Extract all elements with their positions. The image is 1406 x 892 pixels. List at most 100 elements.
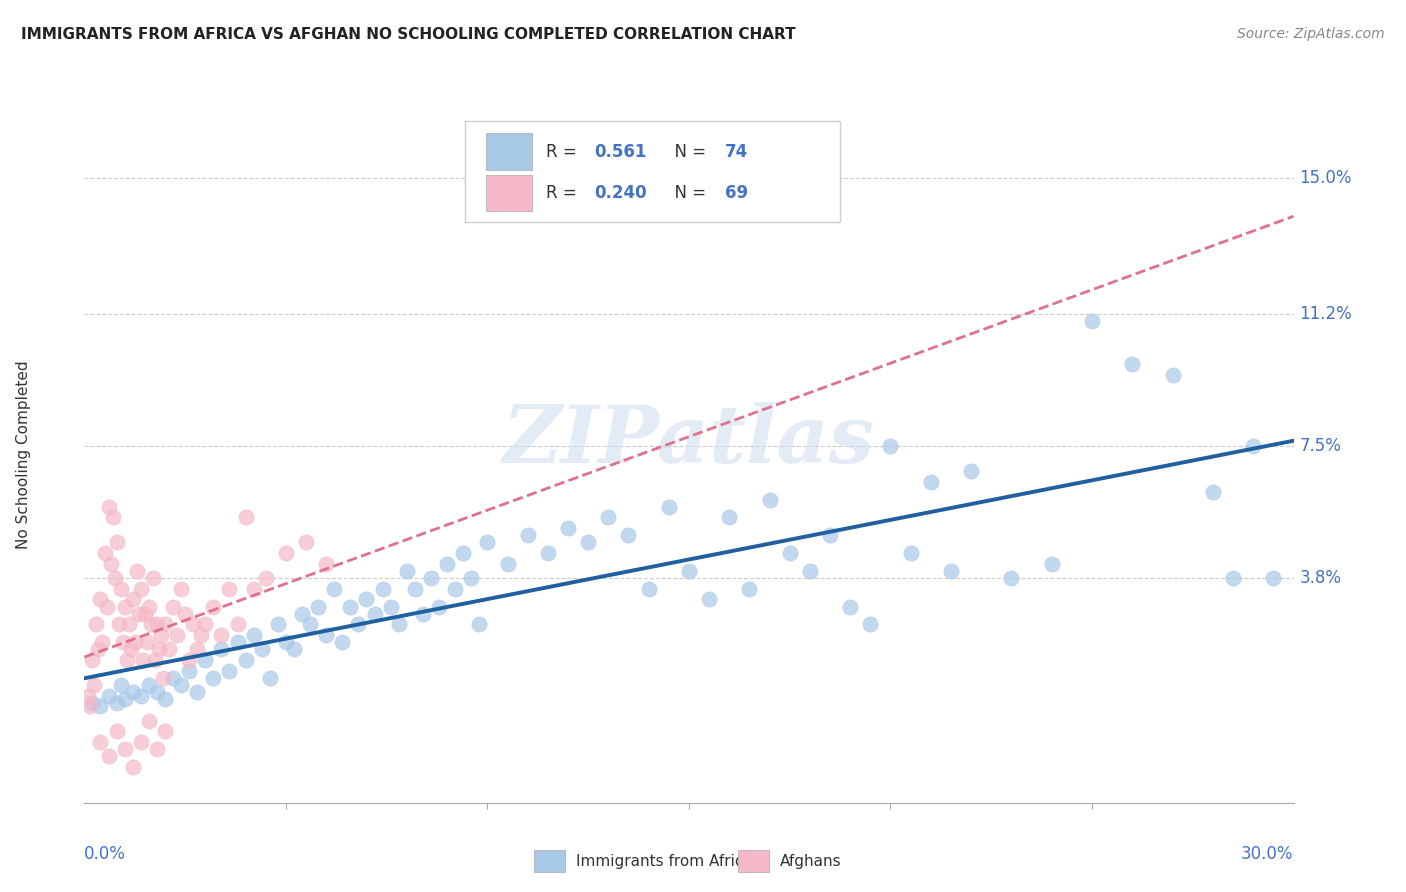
- Point: [91, 635, 114, 649]
- Point: [697, 592, 720, 607]
- Point: [121, 685, 143, 699]
- Point: [818, 528, 841, 542]
- Point: [153, 692, 176, 706]
- Text: Source: ZipAtlas.com: Source: ZipAtlas.com: [1237, 27, 1385, 41]
- Text: R =: R =: [547, 185, 582, 202]
- Point: [779, 546, 801, 560]
- Point: [110, 678, 132, 692]
- Point: [283, 642, 305, 657]
- Point: [516, 528, 538, 542]
- Point: [139, 617, 162, 632]
- Point: [166, 628, 188, 642]
- Point: [1000, 571, 1022, 585]
- Point: [111, 635, 134, 649]
- Point: [388, 617, 411, 632]
- Point: [380, 599, 402, 614]
- Point: [82, 653, 104, 667]
- Text: 15.0%: 15.0%: [1299, 169, 1353, 187]
- Point: [146, 617, 169, 632]
- Point: [839, 599, 862, 614]
- Point: [939, 564, 962, 578]
- Point: [1040, 557, 1063, 571]
- Point: [1202, 485, 1225, 500]
- Point: [186, 642, 208, 657]
- Text: 0.0%: 0.0%: [84, 845, 127, 863]
- Point: [128, 607, 150, 621]
- Point: [87, 642, 110, 657]
- Point: [557, 521, 579, 535]
- Point: [209, 628, 232, 642]
- Point: [436, 557, 458, 571]
- Point: [235, 653, 257, 667]
- Text: 11.2%: 11.2%: [1299, 305, 1353, 323]
- Point: [444, 582, 467, 596]
- FancyBboxPatch shape: [465, 121, 841, 222]
- Point: [179, 653, 201, 667]
- Point: [134, 607, 156, 621]
- Point: [758, 492, 780, 507]
- Point: [170, 582, 193, 596]
- Point: [226, 617, 249, 632]
- Point: [135, 635, 157, 649]
- Point: [120, 642, 142, 657]
- Point: [315, 557, 337, 571]
- Point: [404, 582, 426, 596]
- Point: [101, 510, 124, 524]
- Point: [291, 607, 314, 621]
- Point: [235, 510, 257, 524]
- Point: [859, 617, 882, 632]
- Point: [114, 599, 136, 614]
- Point: [121, 592, 143, 607]
- Point: [89, 735, 111, 749]
- Text: N =: N =: [664, 143, 711, 161]
- Point: [129, 689, 152, 703]
- Point: [678, 564, 700, 578]
- Point: [157, 642, 180, 657]
- Point: [451, 546, 474, 560]
- Point: [121, 760, 143, 774]
- Point: [307, 599, 329, 614]
- Point: [250, 642, 273, 657]
- Text: 0.561: 0.561: [595, 143, 647, 161]
- Text: 74: 74: [725, 143, 748, 161]
- Text: No Schooling Completed: No Schooling Completed: [17, 360, 31, 549]
- Point: [1241, 439, 1264, 453]
- Point: [339, 599, 361, 614]
- Point: [468, 617, 491, 632]
- Point: [107, 617, 129, 632]
- Point: [79, 699, 101, 714]
- Point: [97, 500, 120, 514]
- Point: [82, 696, 104, 710]
- Point: [412, 607, 434, 621]
- Point: [83, 678, 105, 692]
- Point: [138, 678, 160, 692]
- Point: [194, 653, 217, 667]
- Text: 69: 69: [725, 185, 748, 202]
- Point: [115, 653, 138, 667]
- Point: [420, 571, 443, 585]
- Point: [153, 724, 176, 739]
- Point: [254, 571, 277, 585]
- Point: [190, 628, 212, 642]
- Text: ZIPatlas: ZIPatlas: [503, 402, 875, 480]
- Point: [598, 510, 620, 524]
- Point: [142, 571, 165, 585]
- Point: [89, 592, 111, 607]
- Point: [356, 592, 378, 607]
- Point: [658, 500, 681, 514]
- Point: [152, 671, 174, 685]
- Point: [146, 685, 169, 699]
- Point: [97, 689, 120, 703]
- Point: [218, 664, 240, 678]
- Point: [194, 617, 217, 632]
- Point: [202, 599, 225, 614]
- Point: [1263, 571, 1285, 585]
- Point: [1161, 368, 1184, 382]
- Point: [114, 692, 136, 706]
- Point: [315, 628, 337, 642]
- Point: [181, 617, 204, 632]
- Point: [295, 535, 318, 549]
- Point: [179, 664, 201, 678]
- Point: [100, 557, 122, 571]
- Bar: [486, 175, 531, 211]
